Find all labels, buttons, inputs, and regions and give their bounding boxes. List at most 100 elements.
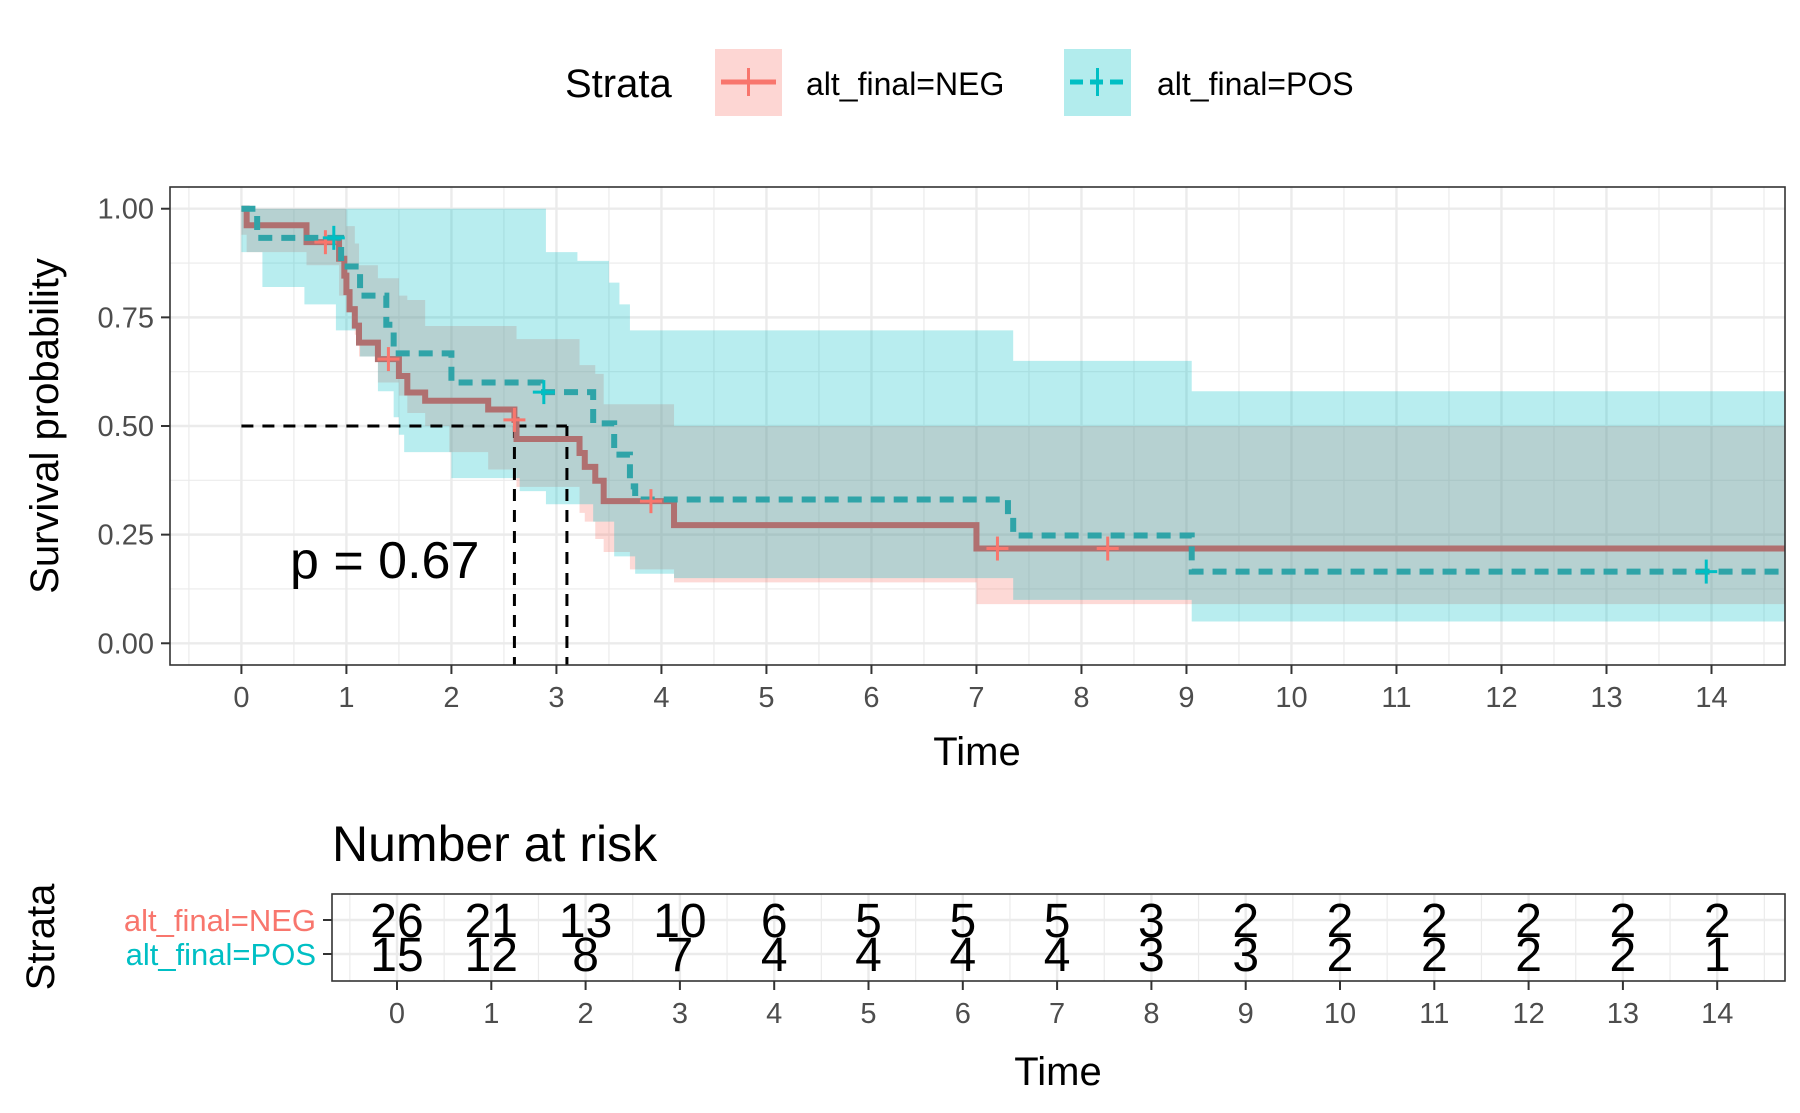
rt-x-tick-label: 13 — [1607, 998, 1639, 1030]
risk-count: 12 — [465, 929, 518, 982]
rt-x-tick-label: 11 — [1419, 998, 1449, 1030]
legend-key-pos — [1064, 49, 1131, 116]
risk-count: 4 — [761, 929, 788, 982]
risk-count: 21 — [465, 895, 518, 948]
x-tick-label: 5 — [758, 682, 774, 714]
censor-mark-pos — [532, 380, 555, 405]
y-tick-label: 0.75 — [98, 302, 154, 334]
x-axis: 0 1 2 3 4 5 6 7 8 9 10 11 12 13 14 — [233, 665, 1728, 714]
y-tick-label: 0.00 — [98, 628, 154, 660]
risk-count: 10 — [653, 895, 706, 948]
survival-curves — [241, 205, 1785, 575]
risk-count: 13 — [559, 895, 612, 948]
legend-key-neg — [715, 49, 782, 116]
rt-x-tick-label: 7 — [1049, 998, 1065, 1030]
risk-count: 5 — [1044, 895, 1071, 948]
x-tick-label: 8 — [1073, 682, 1089, 714]
y-tick-label: 0.50 — [98, 411, 154, 443]
rt-x-tick-label: 4 — [766, 998, 782, 1030]
censor-mark-pos — [1695, 559, 1718, 584]
x-axis-label: Time — [933, 730, 1020, 774]
risk-count: 5 — [949, 895, 976, 948]
legend-title: Strata — [565, 62, 672, 106]
censor-mark-neg — [639, 489, 662, 514]
censor-marks — [314, 225, 1718, 584]
legend-label-pos: alt_final=POS — [1157, 66, 1354, 102]
x-tick-label: 2 — [443, 682, 459, 714]
censor-mark-neg — [1096, 536, 1119, 561]
risk-count: 15 — [370, 929, 423, 982]
y-axis-label: Survival probability — [23, 258, 67, 594]
risk-table-background — [332, 894, 1785, 981]
risk-count: 6 — [761, 895, 788, 948]
risk-table-title: Number at risk — [332, 816, 658, 872]
risk-count: 2 — [1610, 929, 1637, 982]
rt-x-tick-label: 6 — [955, 998, 971, 1030]
rt-x-tick-label: 1 — [483, 998, 499, 1030]
survival-curve-neg — [241, 205, 1785, 552]
risk-count: 3 — [1138, 929, 1165, 982]
risk-count: 3 — [1232, 929, 1259, 982]
risk-count: 8 — [572, 929, 599, 982]
x-tick-label: 6 — [863, 682, 879, 714]
risk-count: 7 — [667, 929, 694, 982]
x-tick-label: 3 — [548, 682, 564, 714]
rt-x-tick-label: 12 — [1512, 998, 1544, 1030]
x-tick-label: 13 — [1590, 682, 1622, 714]
rt-x-tick-label: 14 — [1701, 998, 1733, 1030]
risk-count: 4 — [855, 929, 882, 982]
risk-count: 2 — [1421, 895, 1448, 948]
x-tick-label: 7 — [968, 682, 984, 714]
risk-count: 2 — [1515, 895, 1542, 948]
x-tick-label: 9 — [1178, 682, 1194, 714]
x-tick-label: 12 — [1485, 682, 1517, 714]
median-survival-lines — [241, 424, 569, 665]
risk-table: Number at risk 26 21 13 10 6 5 5 5 3 2 2 2 2 2 215 12 8 7… — [19, 816, 1786, 1094]
rt-x-tick-label: 10 — [1324, 998, 1356, 1030]
risk-count: 2 — [1327, 929, 1354, 982]
risk-count: 2 — [1610, 895, 1637, 948]
censor-mark-neg — [503, 407, 526, 432]
risk-count: 1 — [1704, 929, 1731, 982]
risk-count: 26 — [370, 895, 423, 948]
risk-count: 4 — [949, 929, 976, 982]
x-tick-label: 11 — [1381, 682, 1411, 714]
censor-mark-neg — [986, 536, 1009, 561]
risk-count: 2 — [1515, 929, 1542, 982]
legend: Strata alt_final=NEG alt_final=POS — [565, 49, 1354, 116]
censor-mark-pos — [322, 225, 345, 250]
rt-x-tick-label: 0 — [389, 998, 405, 1030]
y-axis: 0.00 0.25 0.50 0.75 1.00 — [98, 194, 170, 660]
y-tick-label: 1.00 — [98, 194, 154, 226]
rt-x-tick-label: 8 — [1143, 998, 1159, 1030]
risk-count: 4 — [1044, 929, 1071, 982]
legend-label-neg: alt_final=NEG — [806, 66, 1004, 102]
x-tick-label: 14 — [1695, 682, 1727, 714]
risk-count: 3 — [1138, 895, 1165, 948]
risk-count: 2 — [1704, 895, 1731, 948]
risk-table-grid — [332, 894, 1785, 981]
rt-strata-label: alt_final=NEG — [124, 903, 316, 938]
rt-x-tick-label: 5 — [860, 998, 876, 1030]
x-tick-label: 0 — [233, 682, 249, 714]
confidence-bands — [241, 208, 1785, 622]
y-tick-label: 0.25 — [98, 520, 154, 552]
risk-table-x-axis: 0 1 2 3 4 5 6 7 8 9 10 11 12 13 14 — [389, 981, 1733, 1030]
risk-count: 2 — [1327, 895, 1354, 948]
censor-mark-neg — [377, 347, 400, 372]
ci-band-pos — [241, 208, 1785, 622]
risk-count: 2 — [1421, 929, 1448, 982]
risk-table-values: 26 21 13 10 6 5 5 5 3 2 2 2 2 2 215 12 8 7 4 4 4 4 3 3 2 2 2 2 1 — [370, 895, 1730, 982]
risk-table-border — [331, 893, 1786, 982]
ci-band-neg — [241, 208, 1785, 605]
rt-strata-label: alt_final=POS — [126, 937, 316, 972]
risk-count: 2 — [1232, 895, 1259, 948]
rt-x-tick-label: 3 — [672, 998, 688, 1030]
risk-table-y-label: Strata — [19, 883, 63, 990]
x-tick-label: 4 — [653, 682, 669, 714]
risk-count: 5 — [855, 895, 882, 948]
